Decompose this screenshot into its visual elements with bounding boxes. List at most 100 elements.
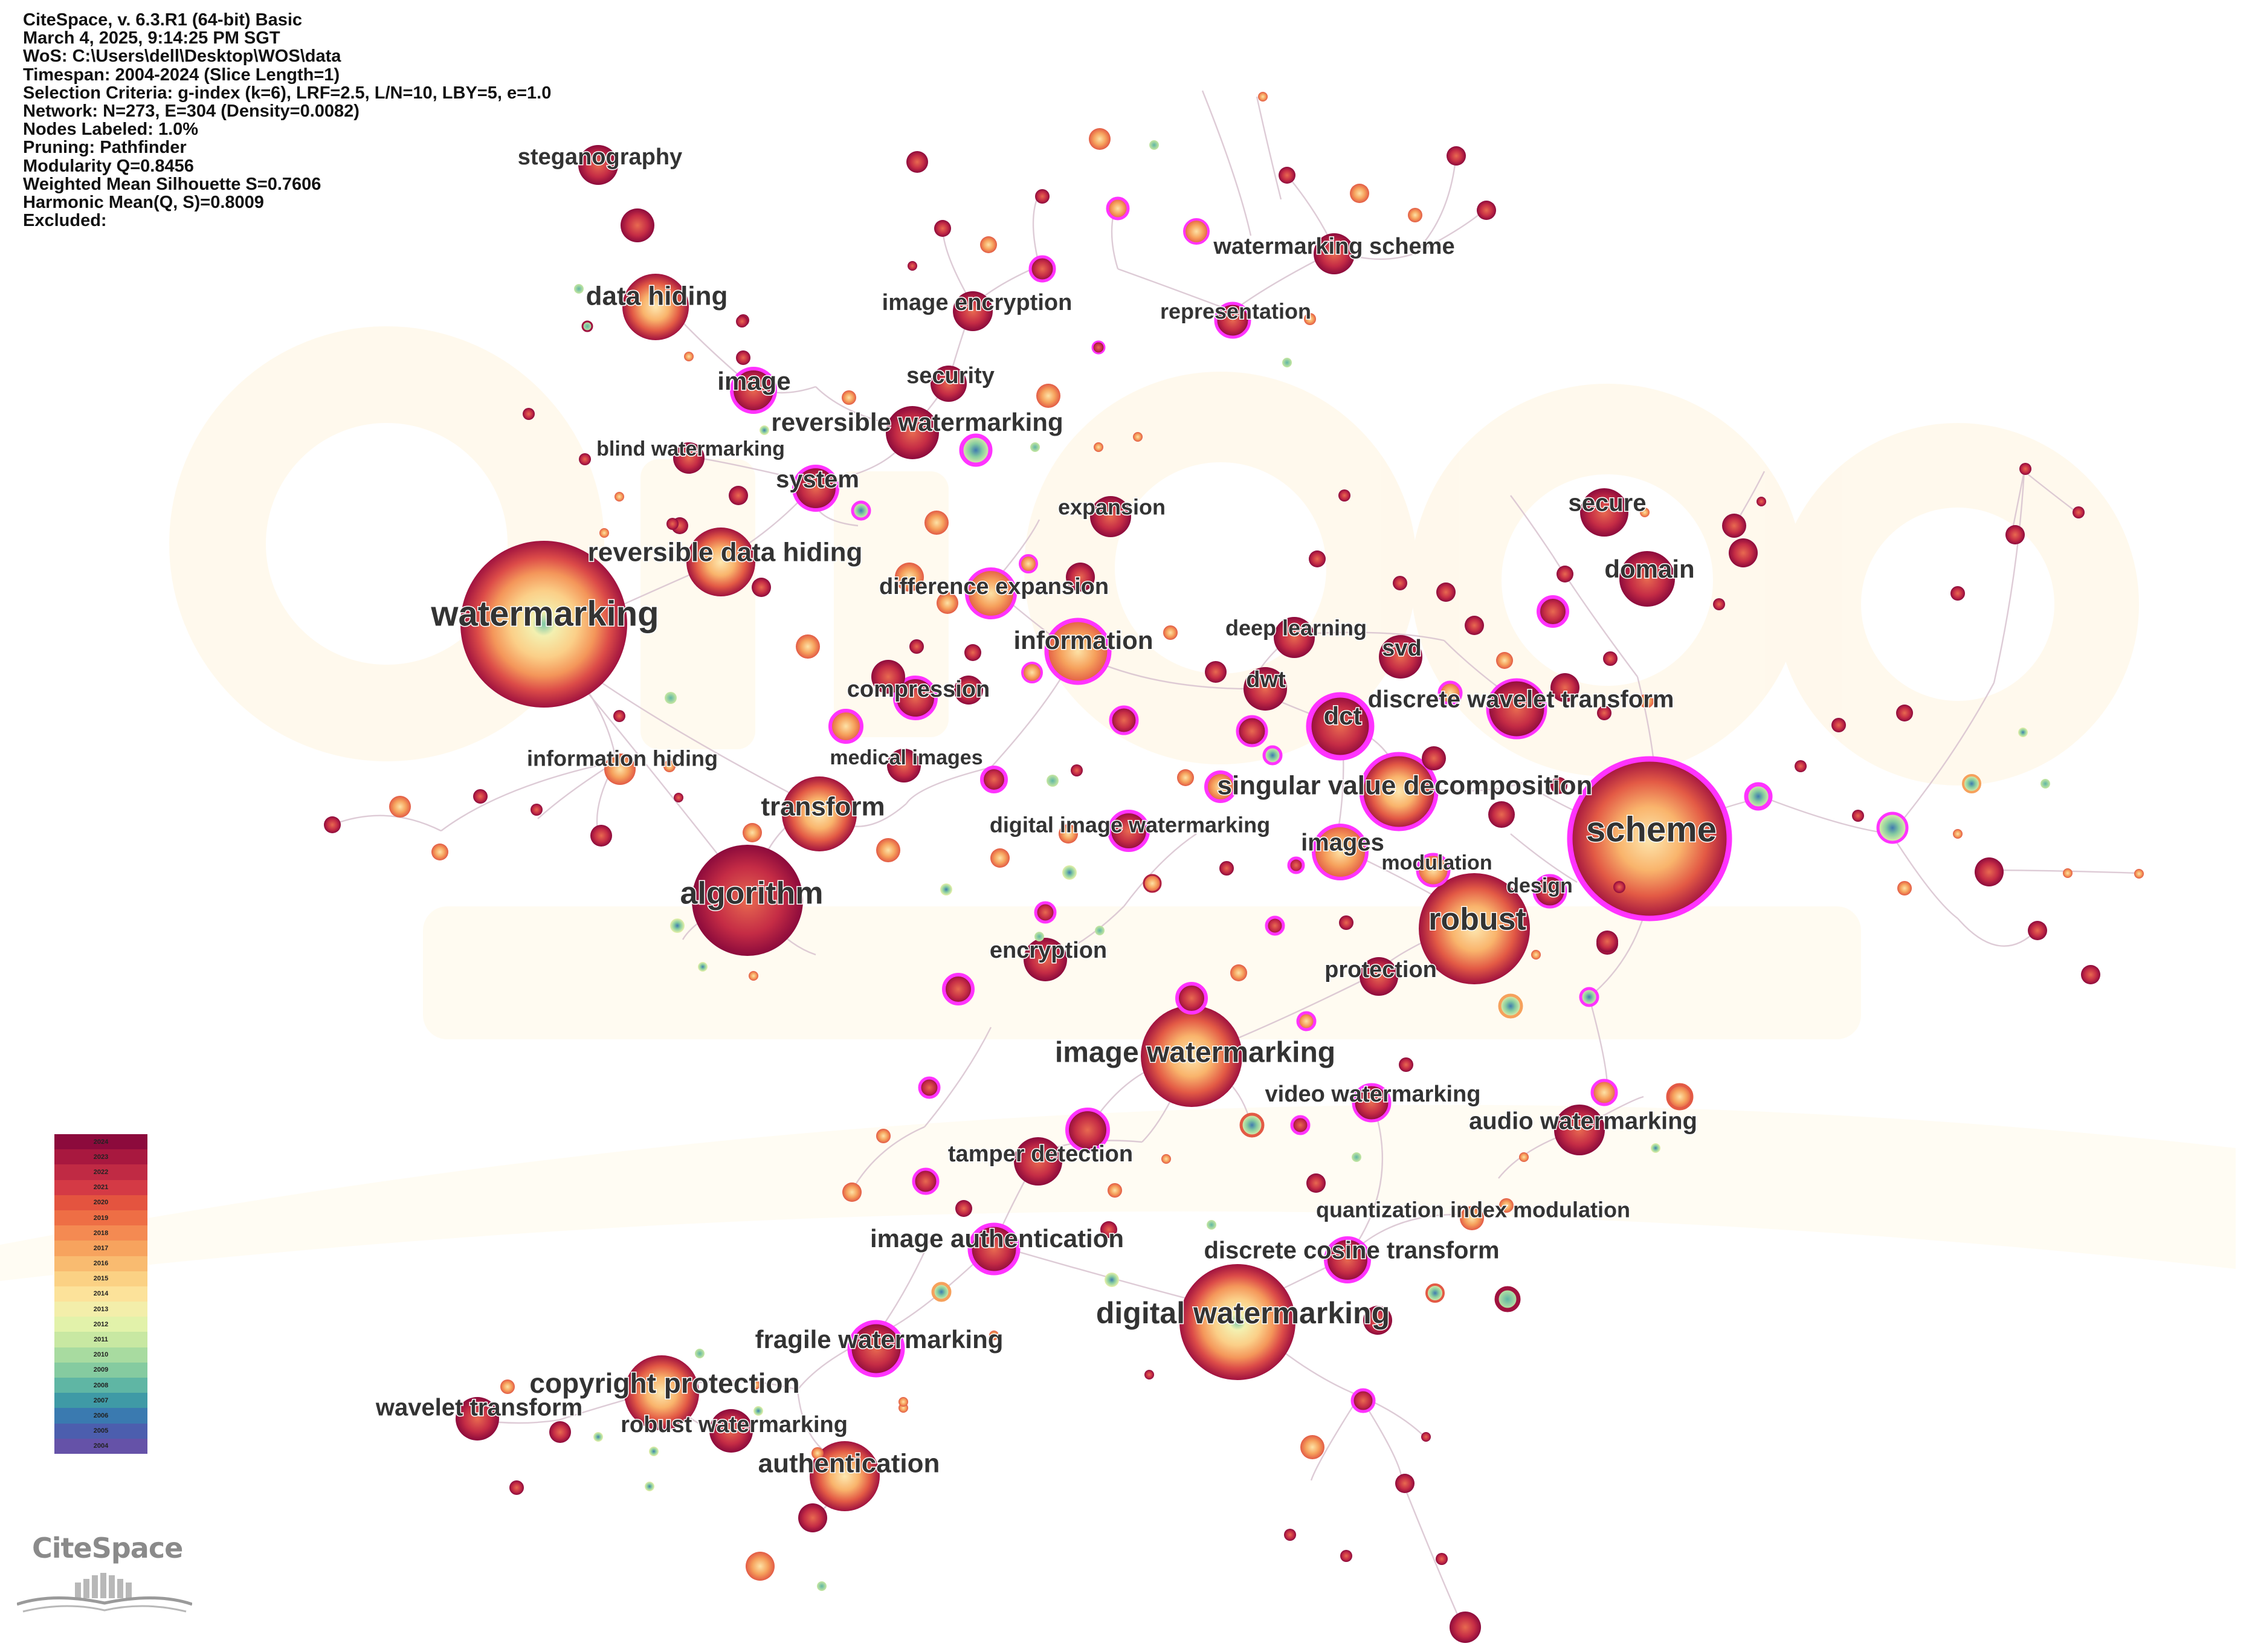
logo-books-icon — [17, 1573, 192, 1613]
node-encryption[interactable] — [1024, 938, 1067, 981]
label-domain: domain — [1604, 555, 1694, 583]
label-video-watermarking: video watermarking — [1265, 1082, 1481, 1107]
node-design[interactable] — [1532, 874, 1567, 909]
summary-line: Timespan: 2004-2024 (Slice Length=1) — [23, 65, 340, 85]
label-wavelet-transform: wavelet transform — [375, 1395, 582, 1421]
legend-year-label: 2007 — [93, 1396, 109, 1404]
node-images[interactable] — [1312, 824, 1369, 880]
node-robust[interactable] — [1419, 873, 1530, 984]
node-dwt[interactable] — [1244, 667, 1287, 711]
node-singular-value-decomposition[interactable] — [1359, 752, 1439, 831]
label-expansion: expansion — [1058, 495, 1166, 520]
node-dct[interactable] — [1306, 692, 1375, 761]
legend-year-label: 2011 — [94, 1336, 108, 1344]
node-data-hiding[interactable] — [622, 274, 689, 340]
node-compression[interactable] — [893, 676, 938, 720]
summary-line: Excluded: — [23, 211, 107, 231]
legend-swatch-2022: 2022 — [54, 1164, 147, 1180]
legend-year-label: 2014 — [93, 1290, 109, 1298]
logo-text: CiteSpace — [32, 1532, 183, 1564]
node-svd[interactable] — [1379, 635, 1422, 679]
node-discrete-wavelet-transform[interactable] — [1486, 678, 1547, 740]
legend-year-label: 2021 — [93, 1184, 109, 1192]
node-medical-images[interactable] — [887, 749, 921, 782]
label-image-authentication: image authentication — [870, 1224, 1124, 1253]
node-deep-learning[interactable] — [1274, 617, 1315, 658]
label-dct: dct — [1324, 702, 1362, 730]
citespace-logo: CiteSpace — [17, 1532, 192, 1616]
node-information-hiding[interactable] — [604, 753, 636, 785]
node-algorithm[interactable] — [692, 845, 803, 956]
label-system: system — [776, 466, 859, 493]
node-modulation[interactable] — [1416, 853, 1451, 888]
legend-year-label: 2008 — [93, 1381, 109, 1389]
node-image-watermarking[interactable] — [1141, 1005, 1242, 1107]
label-protection: protection — [1324, 957, 1437, 982]
label-image-watermarking: image watermarking — [1055, 1037, 1335, 1069]
node-representation[interactable] — [1214, 302, 1251, 339]
node-expansion[interactable] — [1090, 496, 1131, 537]
legend-year-label: 2009 — [93, 1366, 109, 1374]
node-n2 — [871, 660, 905, 694]
legend-year-label: 2019 — [93, 1214, 109, 1222]
label-watermarking: watermarking — [430, 594, 659, 633]
legend-swatch-2019: 2019 — [54, 1210, 147, 1226]
node-discrete-cosine-transform[interactable] — [1324, 1236, 1371, 1283]
node-secure[interactable] — [1580, 488, 1628, 537]
label-fragile-watermarking: fragile watermarking — [755, 1325, 1004, 1354]
label-authentication: authentication — [758, 1449, 940, 1479]
legend-swatch-2006: 2006 — [54, 1408, 147, 1424]
label-algorithm: algorithm — [680, 876, 824, 911]
node-robust-watermarking[interactable] — [709, 1409, 753, 1453]
legend-year-label: 2012 — [93, 1320, 109, 1328]
node-watermarking-scheme[interactable] — [1314, 233, 1355, 274]
node-watermarking[interactable] — [460, 541, 627, 708]
node-image-authentication[interactable] — [967, 1222, 1021, 1276]
node-image-encryption[interactable] — [953, 291, 993, 331]
legend-swatch-2018: 2018 — [54, 1225, 147, 1241]
node-information[interactable] — [1044, 618, 1112, 685]
label-discrete-wavelet-transform: discrete wavelet transform — [1368, 686, 1674, 713]
label-quantization-index-modulation: quantization index modulation — [1316, 1198, 1630, 1222]
node-steganography[interactable] — [578, 145, 618, 185]
node-system[interactable] — [792, 465, 839, 512]
label-deep-learning: deep learning — [1225, 616, 1367, 640]
legend-year-label: 2015 — [93, 1275, 109, 1283]
node-image[interactable] — [730, 367, 777, 414]
node-wavelet-transform[interactable] — [456, 1397, 499, 1441]
label-robust: robust — [1428, 902, 1526, 937]
node-video-watermarking[interactable] — [1352, 1083, 1392, 1123]
label-image: image — [717, 367, 790, 395]
node-quantization-index-modulation[interactable] — [1460, 1206, 1484, 1230]
node-copyright-protection[interactable] — [624, 1355, 699, 1430]
label-modulation: modulation — [1381, 851, 1492, 874]
label-watermarking-scheme: watermarking scheme — [1213, 234, 1454, 259]
node-domain[interactable] — [1619, 551, 1675, 607]
node-difference-expansion[interactable] — [965, 567, 1017, 619]
legend-year-label: 2010 — [93, 1351, 109, 1359]
node-scheme[interactable] — [1567, 756, 1732, 921]
legend-swatch-2020: 2020 — [54, 1195, 147, 1210]
node-security[interactable] — [931, 366, 967, 402]
legend-year-label: 2018 — [93, 1229, 109, 1237]
label-steganography: steganography — [518, 144, 682, 170]
node-tamper-detection[interactable] — [1014, 1137, 1062, 1186]
node-protection[interactable] — [1360, 957, 1398, 996]
legend-swatch-2012: 2012 — [54, 1317, 147, 1332]
network-summary: CiteSpace, v. 6.3.R1 (64-bit) Basic Marc… — [23, 11, 551, 230]
node-reversible-watermarking[interactable] — [886, 406, 939, 459]
label-robust-watermarking: robust watermarking — [621, 1412, 848, 1437]
node-digital-image-watermarking[interactable] — [1108, 810, 1150, 852]
year-color-legend: 2024 2023 2022 2021 2020 2019 2018 2017 2016 2015… — [54, 1134, 147, 1454]
summary-line: Pruning: Pathfinder — [23, 138, 187, 158]
node-blind-watermarking[interactable] — [673, 442, 705, 474]
legend-swatch-2017: 2017 — [54, 1241, 147, 1256]
node-transform[interactable] — [782, 776, 857, 851]
node-fragile-watermarking[interactable] — [847, 1320, 905, 1378]
node-reversible-data-hiding[interactable] — [686, 528, 755, 596]
node-digital-watermarking[interactable] — [1179, 1264, 1295, 1380]
legend-swatch-2014: 2014 — [54, 1286, 147, 1302]
node-audio-watermarking[interactable] — [1554, 1105, 1605, 1155]
node-authentication[interactable] — [810, 1441, 880, 1511]
